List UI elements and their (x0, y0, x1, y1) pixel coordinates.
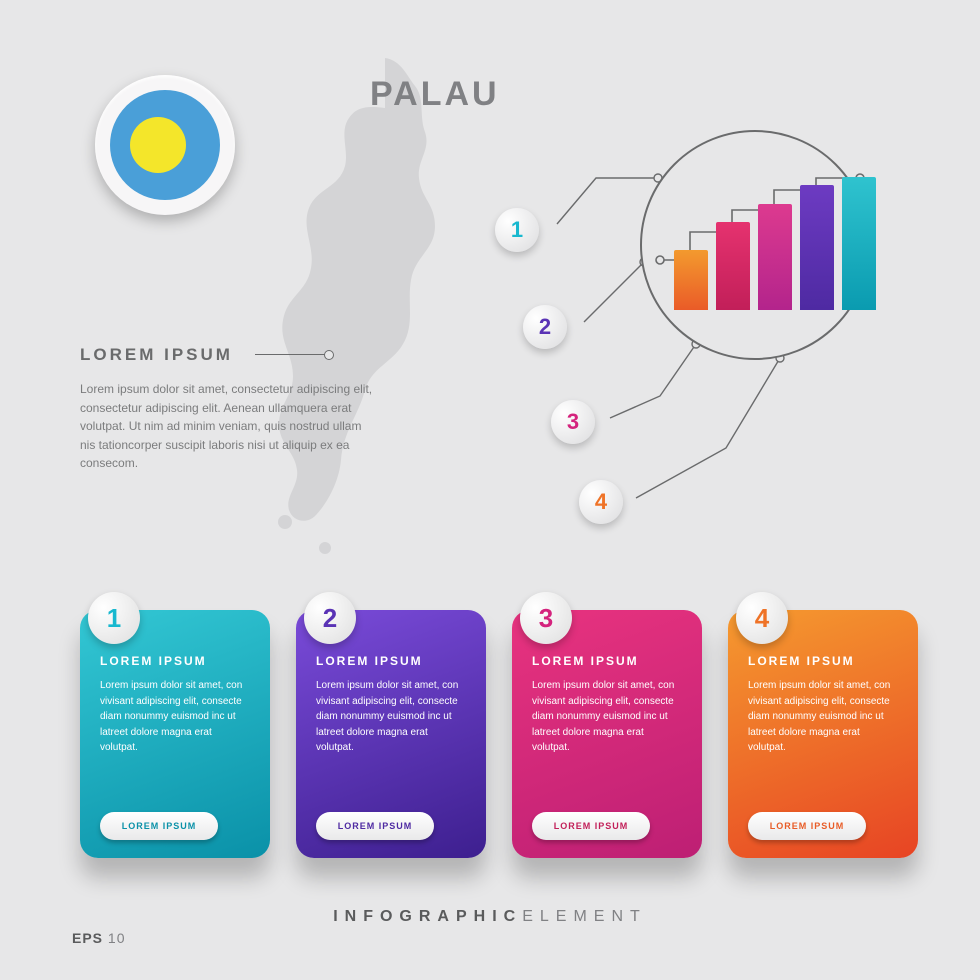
card-title: LOREM IPSUM (316, 654, 466, 668)
intro-heading: LOREM IPSUM (80, 345, 233, 365)
card-badge: 2 (304, 592, 356, 644)
footer-title: INFOGRAPHICELEMENT (0, 908, 980, 926)
info-card-4: 4 LOREM IPSUM Lorem ipsum dolor sit amet… (728, 610, 918, 858)
info-card-3: 3 LOREM IPSUM Lorem ipsum dolor sit amet… (512, 610, 702, 858)
card-title: LOREM IPSUM (100, 654, 250, 668)
number-badge-1: 1 (495, 208, 539, 252)
card-title: LOREM IPSUM (532, 654, 682, 668)
eps-label: EPS 10 (72, 930, 125, 946)
chart-bar (716, 222, 750, 310)
card-body: Lorem ipsum dolor sit amet, con vivisant… (748, 678, 898, 756)
info-card-2: 2 LOREM IPSUM Lorem ipsum dolor sit amet… (296, 610, 486, 858)
card-body: Lorem ipsum dolor sit amet, con vivisant… (532, 678, 682, 756)
number-badge-3: 3 (551, 400, 595, 444)
card-button[interactable]: LOREM IPSUM (100, 812, 218, 840)
card-row: 1 LOREM IPSUM Lorem ipsum dolor sit amet… (80, 610, 918, 858)
info-card-1: 1 LOREM IPSUM Lorem ipsum dolor sit amet… (80, 610, 270, 858)
number-badge-4: 4 (579, 480, 623, 524)
card-badge: 3 (520, 592, 572, 644)
card-title: LOREM IPSUM (748, 654, 898, 668)
card-button[interactable]: LOREM IPSUM (748, 812, 866, 840)
chart-bar (800, 185, 834, 310)
chart-bar (842, 177, 876, 310)
number-badge-2: 2 (523, 305, 567, 349)
chart-bar (674, 250, 708, 310)
card-button[interactable]: LOREM IPSUM (532, 812, 650, 840)
card-badge: 4 (736, 592, 788, 644)
card-body: Lorem ipsum dolor sit amet, con vivisant… (316, 678, 466, 756)
card-body: Lorem ipsum dolor sit amet, con vivisant… (100, 678, 250, 756)
bar-chart (640, 130, 870, 360)
chart-bar (758, 204, 792, 310)
card-badge: 1 (88, 592, 140, 644)
intro-body: Lorem ipsum dolor sit amet, consectetur … (80, 380, 380, 473)
card-button[interactable]: LOREM IPSUM (316, 812, 434, 840)
